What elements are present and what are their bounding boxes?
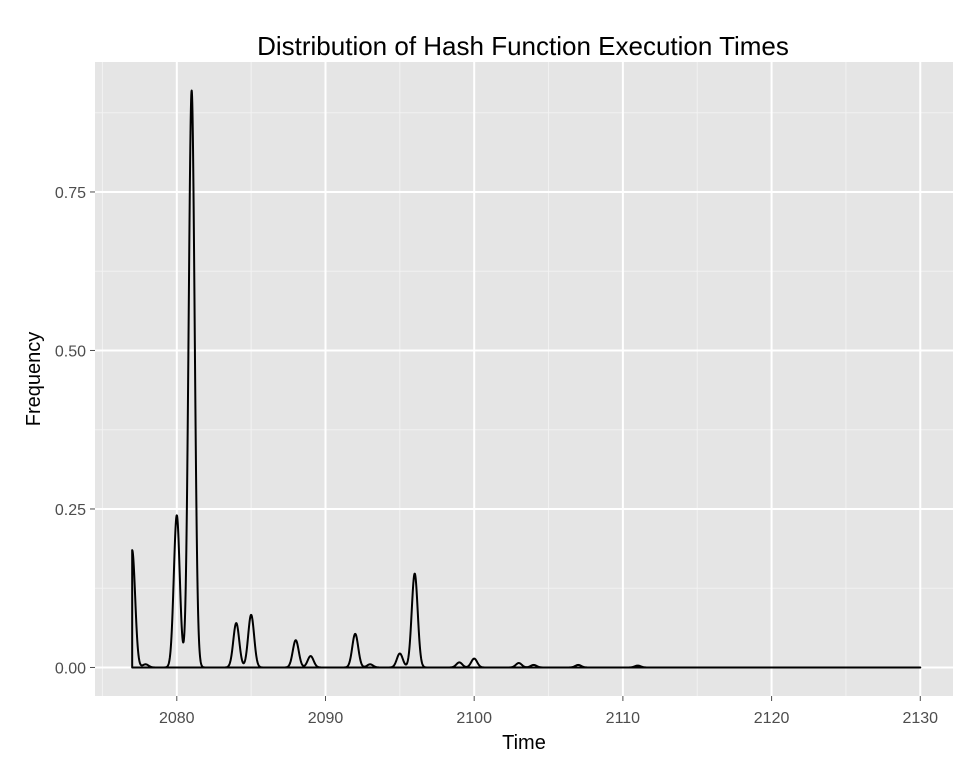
minor-gridlines	[95, 62, 953, 696]
x-axis-title: Time	[502, 732, 546, 754]
x-tick-label: 2090	[308, 710, 344, 727]
x-tick-label: 2100	[456, 710, 492, 727]
y-tick-label: 0.50	[55, 343, 86, 360]
plot-panel	[95, 62, 953, 696]
y-tick-label: 0.75	[55, 185, 86, 202]
y-tick-label: 0.00	[55, 660, 86, 677]
x-tick-label: 2110	[606, 710, 641, 727]
x-tick-label: 2120	[754, 710, 790, 727]
density-curve	[131, 89, 922, 669]
x-axis: 2080 2090 2100 2110 2120 2130	[159, 696, 938, 727]
y-axis: 0.00 0.25 0.50 0.75	[55, 185, 95, 677]
x-tick-label: 2080	[159, 710, 195, 727]
chart-title: Distribution of Hash Function Execution …	[257, 31, 789, 61]
x-tick-label: 2130	[902, 710, 938, 727]
y-tick-label: 0.25	[55, 502, 86, 519]
y-axis-title: Frequency	[23, 332, 45, 427]
